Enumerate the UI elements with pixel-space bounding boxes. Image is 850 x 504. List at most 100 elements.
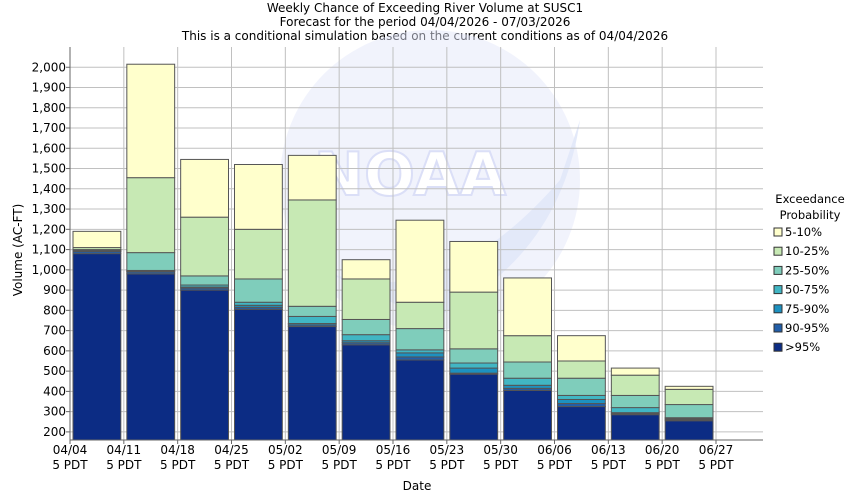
y-tick-label: 1,500 [32, 162, 66, 176]
x-tick-sublabel: 5 PDT [106, 458, 142, 472]
x-tick-sublabel: 5 PDT [483, 458, 519, 472]
y-tick-label: 1,400 [32, 182, 66, 196]
x-tick-label: 05/30 [483, 443, 518, 457]
legend-label: 75-90% [785, 302, 829, 316]
x-tick-label: 04/11 [107, 443, 142, 457]
y-tick-label: 700 [43, 324, 66, 338]
bar-segment-06-06 [558, 378, 606, 395]
x-tick-label: 06/06 [537, 443, 572, 457]
bar-segment-05-02 [288, 200, 336, 306]
x-tick-label: 04/04 [53, 443, 88, 457]
x-axis-label: Date [403, 479, 432, 493]
bar-segment-06-06 [558, 399, 606, 403]
y-tick-label: 900 [43, 283, 66, 297]
bar-segment-04-11 [127, 64, 175, 177]
chart-title-line-1: Weekly Chance of Exceeding River Volume … [267, 1, 583, 15]
x-tick-sublabel: 5 PDT [322, 458, 358, 472]
bar-segment-04-25 [235, 309, 283, 440]
y-tick-label: 200 [43, 425, 66, 439]
legend-title-line-1: Exceedance [775, 192, 844, 206]
x-tick-sublabel: 5 PDT [375, 458, 411, 472]
bar-segment-06-06 [558, 361, 606, 378]
bar-segment-06-06 [558, 407, 606, 440]
bar-segment-04-18 [181, 217, 229, 276]
y-tick-label: 1,300 [32, 202, 66, 216]
bar-segment-05-09 [342, 335, 390, 341]
bar-segment-05-02 [288, 155, 336, 200]
bar-segment-04-18 [181, 276, 229, 285]
legend-swatch [774, 247, 782, 255]
noaa-logo-text: NOAA [314, 140, 507, 210]
bar-segment-05-16 [396, 329, 444, 350]
y-tick-label: 800 [43, 303, 66, 317]
bar-segment-04-04 [73, 231, 121, 247]
x-tick-label: 05/09 [322, 443, 357, 457]
bar-segment-04-11 [127, 178, 175, 253]
bar-segment-05-09 [342, 345, 390, 440]
bar-segment-05-23 [450, 349, 498, 363]
bar-segment-06-06 [558, 395, 606, 399]
y-tick-label: 600 [43, 344, 66, 358]
x-tick-label: 06/20 [645, 443, 680, 457]
legend-label: 90-95% [785, 321, 829, 335]
x-tick-sublabel: 5 PDT [268, 458, 304, 472]
legend-label: 50-75% [785, 283, 829, 297]
bar-segment-04-25 [235, 229, 283, 279]
y-axis-label: Volume (AC-FT) [11, 204, 25, 297]
bar-segment-05-09 [342, 319, 390, 334]
bar-segment-06-13 [611, 408, 659, 413]
x-tick-sublabel: 5 PDT [537, 458, 573, 472]
bar-segment-06-06 [558, 336, 606, 361]
legend-label: 25-50% [785, 263, 829, 277]
bar-segment-05-02 [288, 327, 336, 440]
legend-swatch [774, 343, 782, 351]
x-tick-sublabel: 5 PDT [429, 458, 465, 472]
bar-segment-06-13 [611, 415, 659, 440]
bar-segment-04-18 [181, 159, 229, 217]
chart-title-line-2: Forecast for the period 04/04/2026 - 07/… [280, 15, 571, 29]
legend-swatch [774, 286, 782, 294]
x-tick-label: 05/23 [430, 443, 465, 457]
bar-segment-06-13 [611, 368, 659, 375]
y-tick-label: 1,100 [32, 243, 66, 257]
bar-segment-05-23 [450, 368, 498, 373]
x-tick-label: 06/27 [699, 443, 734, 457]
y-tick-label: 500 [43, 364, 66, 378]
x-tick-sublabel: 5 PDT [698, 458, 734, 472]
legend-swatch [774, 324, 782, 332]
x-tick-label: 04/25 [214, 443, 249, 457]
bar-segment-04-04 [73, 254, 121, 440]
bar-segment-06-20 [665, 386, 713, 389]
legend-swatch [774, 228, 782, 236]
bar-segment-04-11 [127, 274, 175, 440]
y-tick-label: 400 [43, 384, 66, 398]
bar-segment-05-02 [288, 316, 336, 323]
bar-segment-05-23 [450, 374, 498, 440]
bar-segment-05-30 [504, 390, 552, 440]
x-tick-sublabel: 5 PDT [52, 458, 88, 472]
y-tick-label: 1,900 [32, 81, 66, 95]
bar-segment-04-18 [181, 290, 229, 440]
y-tick-label: 2,000 [32, 60, 66, 74]
legend-label: 10-25% [785, 244, 829, 258]
bar-segment-05-16 [396, 220, 444, 302]
x-tick-label: 05/02 [268, 443, 303, 457]
bar-segment-05-16 [396, 302, 444, 328]
x-tick-label: 06/13 [591, 443, 626, 457]
x-tick-label: 04/18 [160, 443, 195, 457]
bar-segment-06-20 [665, 421, 713, 440]
bar-segment-06-20 [665, 405, 713, 418]
bar-segment-05-16 [396, 353, 444, 357]
bar-segment-05-09 [342, 279, 390, 320]
bar-segment-04-25 [235, 279, 283, 302]
bar-segment-05-30 [504, 378, 552, 385]
bar-segment-04-11 [127, 253, 175, 271]
bar-segment-05-23 [450, 363, 498, 368]
y-tick-label: 300 [43, 405, 66, 419]
bar-segment-05-02 [288, 306, 336, 316]
x-tick-sublabel: 5 PDT [160, 458, 196, 472]
bar-segment-05-23 [450, 241, 498, 292]
y-tick-label: 1,700 [32, 121, 66, 135]
legend-label: 5-10% [785, 225, 822, 239]
